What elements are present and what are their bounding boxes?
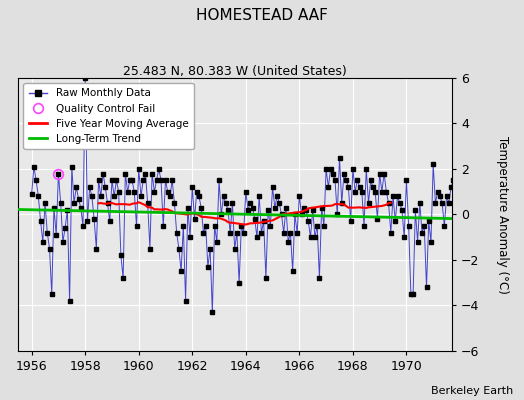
Title: 25.483 N, 80.383 W (United States): 25.483 N, 80.383 W (United States) <box>123 65 347 78</box>
Text: Berkeley Earth: Berkeley Earth <box>431 386 514 396</box>
Text: HOMESTEAD AAF: HOMESTEAD AAF <box>196 8 328 23</box>
Y-axis label: Temperature Anomaly (°C): Temperature Anomaly (°C) <box>496 136 509 294</box>
Legend: Raw Monthly Data, Quality Control Fail, Five Year Moving Average, Long-Term Tren: Raw Monthly Data, Quality Control Fail, … <box>24 83 194 149</box>
